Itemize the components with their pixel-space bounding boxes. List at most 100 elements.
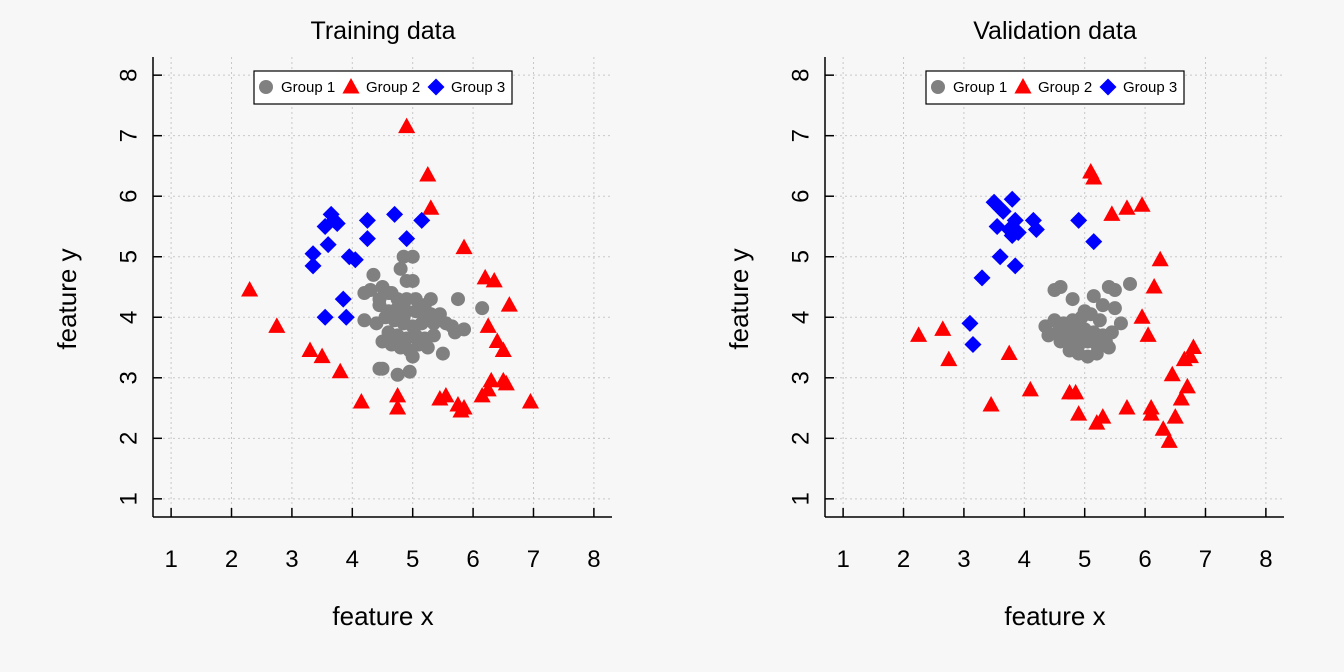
x-tick-label: 7	[527, 546, 540, 573]
data-point-circle	[1092, 313, 1107, 328]
data-point-diamond	[358, 211, 376, 229]
y-axis-label: feature y	[52, 248, 82, 349]
data-point-triangle	[268, 317, 286, 333]
data-point-triangle	[500, 296, 518, 312]
y-tick-label: 4	[788, 311, 815, 324]
data-point-triangle	[494, 341, 512, 358]
data-point-diamond	[358, 230, 376, 248]
legend: Group 1 Group 2 Group 3	[925, 70, 1185, 105]
data-point-diamond	[304, 245, 322, 263]
data-point-triangle	[1118, 199, 1136, 215]
data-point-triangle	[479, 380, 497, 397]
data-point-diamond	[964, 336, 982, 353]
legend-marker-diamond	[427, 78, 445, 96]
data-point-diamond	[334, 290, 352, 308]
data-point-diamond	[337, 308, 355, 326]
data-point-circle	[475, 301, 490, 316]
data-point-circle	[414, 316, 429, 331]
data-point-circle	[1101, 340, 1116, 355]
data-point-triangle	[398, 117, 416, 134]
data-point-triangle	[476, 268, 494, 285]
series-triangle	[910, 163, 1202, 448]
data-point-triangle	[1166, 408, 1184, 424]
y-tick-label: 3	[116, 371, 143, 384]
y-tick-label: 1	[116, 492, 143, 505]
series-circle	[1038, 276, 1137, 364]
y-tick-label: 1	[788, 492, 815, 505]
legend-marker-diamond	[1099, 78, 1117, 96]
x-tick-label: 5	[1078, 546, 1091, 573]
data-point-triangle	[1175, 350, 1193, 367]
legend-box	[253, 70, 513, 105]
data-point-triangle	[1067, 383, 1085, 400]
data-point-triangle	[1103, 205, 1121, 221]
data-point-diamond	[328, 214, 346, 232]
data-point-triangle	[1133, 308, 1151, 324]
data-point-triangle	[940, 350, 958, 367]
y-tick-label: 5	[788, 250, 815, 263]
y-tick-label: 2	[116, 432, 143, 445]
data-point-triangle	[1154, 420, 1172, 436]
data-point-circle	[405, 273, 420, 288]
data-point-diamond	[1027, 221, 1045, 238]
x-tick-label: 4	[1018, 546, 1031, 573]
data-point-circle	[363, 283, 378, 298]
y-tick-label: 6	[788, 190, 815, 203]
data-point-triangle	[389, 399, 407, 415]
legend-box	[925, 70, 1185, 105]
data-point-diamond	[319, 236, 337, 254]
data-point-triangle	[1118, 399, 1136, 415]
data-point-triangle	[1145, 278, 1163, 294]
data-point-triangle	[419, 166, 437, 182]
y-tick-label: 4	[116, 311, 143, 324]
data-point-triangle	[1151, 250, 1169, 267]
y-tick-label: 5	[116, 250, 143, 263]
data-point-diamond	[994, 202, 1012, 220]
y-axis-label: feature y	[724, 248, 754, 349]
data-point-triangle	[1139, 326, 1157, 342]
x-tick-label: 8	[1259, 546, 1272, 573]
data-point-circle	[1053, 280, 1068, 294]
series-diamond	[961, 190, 1103, 353]
data-point-triangle	[934, 320, 952, 336]
x-axis-label: feature x	[332, 601, 433, 631]
data-point-triangle	[437, 386, 455, 403]
data-point-circle	[420, 340, 435, 355]
data-point-circle	[457, 322, 472, 337]
data-point-circle	[390, 367, 405, 382]
data-point-circle	[1068, 328, 1083, 343]
data-point-diamond	[413, 211, 431, 229]
data-point-diamond	[346, 251, 364, 269]
data-point-triangle	[455, 399, 473, 415]
data-point-circle	[426, 328, 441, 343]
data-point-circle	[366, 267, 381, 282]
legend-marker-circle	[931, 80, 945, 94]
data-point-triangle	[497, 374, 515, 391]
series-diamond	[304, 205, 431, 326]
data-point-triangle	[422, 199, 440, 215]
x-tick-label: 1	[836, 546, 849, 573]
y-tick-label: 8	[116, 68, 143, 81]
legend-marker-triangle	[1014, 78, 1032, 94]
data-point-circle	[396, 310, 411, 325]
panel-validation: 1 2 3 4 5 6 7 8 1 2 3 4 5 6 7 8 Validation data feature x…	[724, 17, 1284, 631]
y-tick-label: 3	[788, 371, 815, 384]
data-point-triangle	[389, 386, 407, 403]
series-circle	[357, 249, 490, 382]
data-point-diamond	[398, 230, 416, 248]
data-point-triangle	[331, 362, 349, 379]
data-point-circle	[1089, 346, 1104, 361]
data-point-triangle	[1178, 377, 1196, 394]
legend-label: Group 1	[953, 79, 1007, 96]
data-point-circle	[405, 349, 420, 364]
x-tick-label: 1	[164, 546, 177, 573]
legend-marker-circle	[259, 80, 273, 94]
y-tick-label: 7	[116, 129, 143, 142]
data-point-diamond	[316, 308, 334, 326]
x-tick-label: 5	[406, 546, 419, 573]
chart-title: Training data	[311, 17, 456, 45]
data-point-triangle	[241, 281, 259, 297]
data-point-triangle	[1163, 365, 1181, 382]
data-point-diamond	[961, 314, 979, 332]
x-tick-label: 4	[346, 546, 359, 573]
